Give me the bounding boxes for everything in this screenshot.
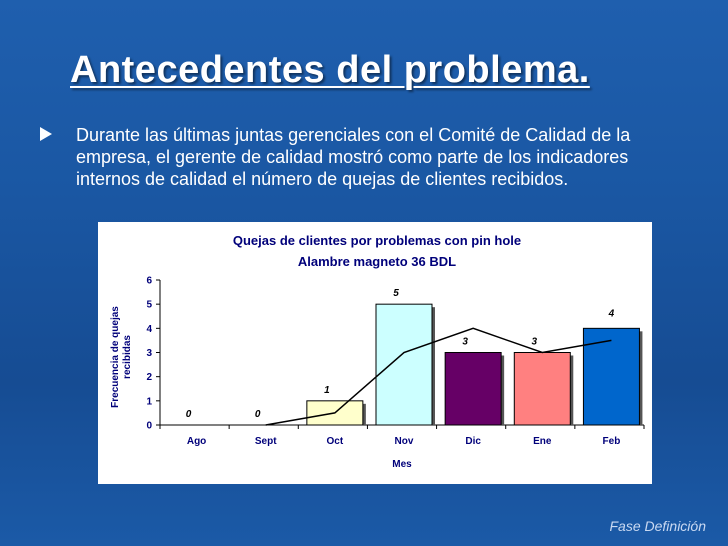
slide-title: Antecedentes del problema. xyxy=(70,49,590,91)
data-label: 0 xyxy=(255,409,261,420)
x-tick-label: Ene xyxy=(533,436,552,447)
footer-phase-label: Fase Definición xyxy=(609,518,707,534)
x-tick-label: Dic xyxy=(465,436,481,447)
y-tick-label: 4 xyxy=(146,324,152,335)
bar xyxy=(582,327,640,426)
data-label: 0 xyxy=(186,409,192,420)
x-tick-label: Sept xyxy=(255,436,277,447)
chart-container: Quejas de clientes por problemas con pin… xyxy=(98,222,652,484)
data-label: 3 xyxy=(532,337,538,348)
y-tick-label: 1 xyxy=(146,396,152,407)
x-axis-label: Mes xyxy=(392,459,412,470)
bar xyxy=(375,303,433,426)
trend-line xyxy=(265,327,612,426)
data-label: 5 xyxy=(393,288,399,299)
y-axis-label: Frecuencia de quejasrecibidas xyxy=(110,306,133,408)
x-tick-label: Nov xyxy=(395,436,414,447)
x-tick-label: Feb xyxy=(603,436,621,447)
bar xyxy=(444,352,502,426)
bullet-text: Durante las últimas juntas gerenciales c… xyxy=(76,125,631,189)
y-tick-label: 3 xyxy=(146,348,152,359)
y-tick-label: 5 xyxy=(146,300,152,311)
x-tick-label: Ago xyxy=(187,436,206,447)
y-axis-label-line: recibidas xyxy=(122,335,133,379)
data-label: 3 xyxy=(462,337,468,348)
y-tick-label: 2 xyxy=(146,372,152,383)
chart-title: Quejas de clientes por problemas con pin… xyxy=(233,233,521,248)
y-tick-label: 0 xyxy=(146,421,152,432)
plot-area: 0 1 2 3 4 5 6 0 0 1 5 3 3 4 Ago Sept Oct Nov Dic Ene Feb xyxy=(146,276,645,447)
bar xyxy=(513,352,571,426)
y-axis-label-line: Frecuencia de quejas xyxy=(110,306,121,408)
bar-chart: Quejas de clientes por problemas con pin… xyxy=(110,233,645,470)
chart-subtitle: Alambre magneto 36 BDL xyxy=(298,254,456,269)
data-label: 4 xyxy=(608,308,615,319)
arrow-bullet-icon xyxy=(40,127,52,141)
data-label: 1 xyxy=(324,385,330,396)
x-tick-label: Oct xyxy=(327,436,344,447)
y-tick-label: 6 xyxy=(146,276,152,287)
